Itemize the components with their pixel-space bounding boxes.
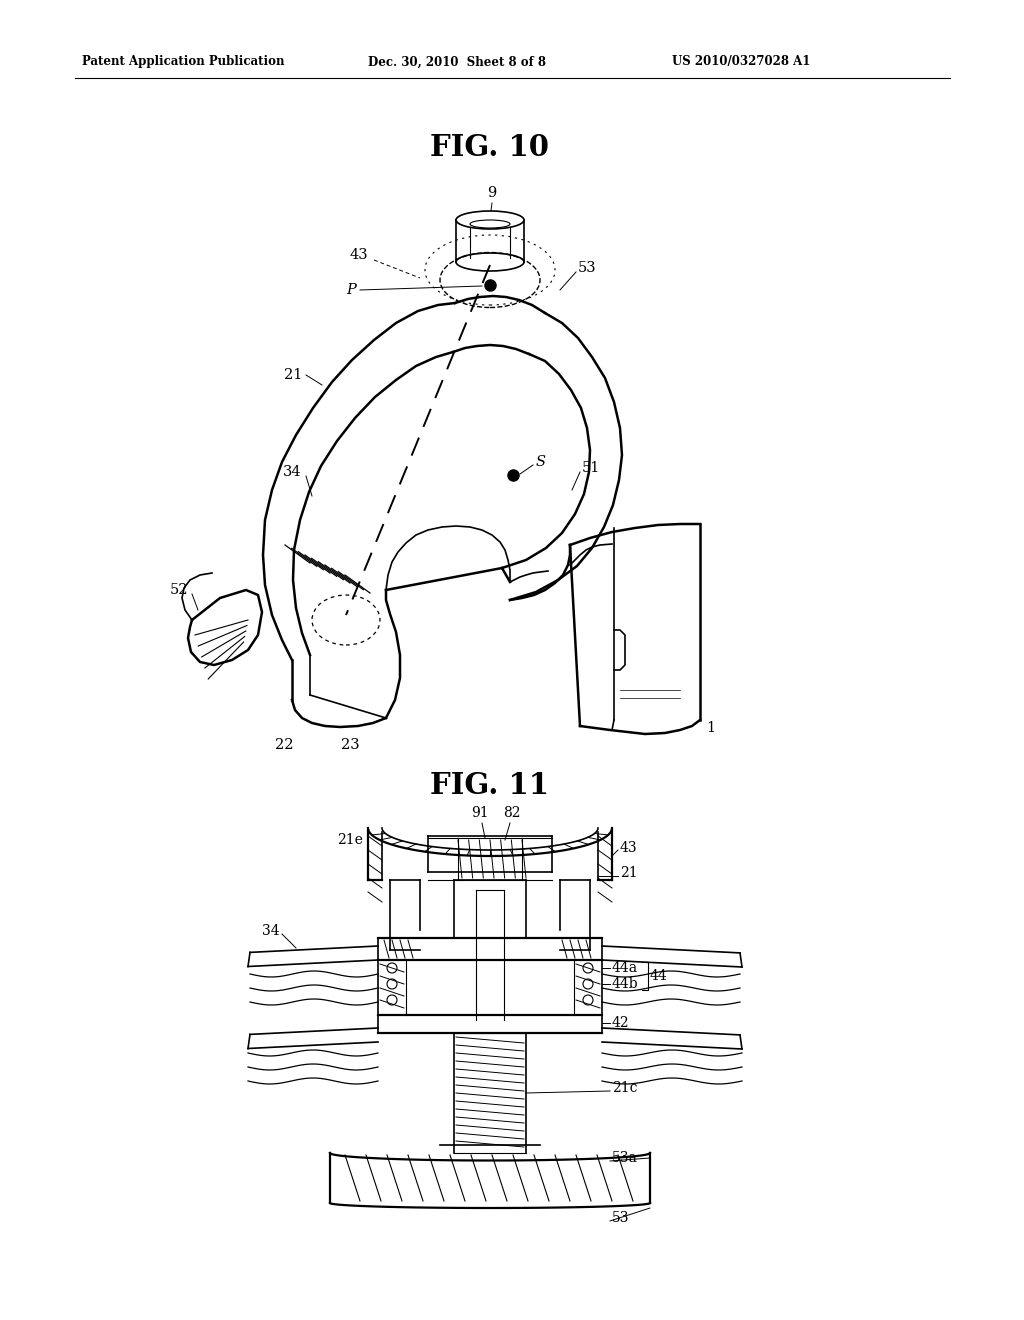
Text: 53: 53 [612,1210,630,1225]
Text: 21: 21 [284,368,302,381]
Text: 91: 91 [471,807,488,820]
Text: FIG. 11: FIG. 11 [430,771,550,800]
Text: 53a: 53a [612,1151,638,1166]
Text: 42: 42 [612,1016,630,1030]
Text: 21c: 21c [612,1081,638,1096]
Text: 43: 43 [349,248,368,261]
Circle shape [387,995,397,1005]
Text: 34: 34 [284,465,302,479]
Text: 9: 9 [487,186,497,201]
Ellipse shape [456,211,524,228]
Text: 43: 43 [620,841,638,855]
Text: 44: 44 [650,969,668,983]
Text: 82: 82 [503,807,521,820]
Text: 34: 34 [262,924,280,939]
Text: 44a: 44a [612,961,638,975]
Text: 21: 21 [620,866,638,880]
Text: 23: 23 [341,738,359,752]
Circle shape [583,995,593,1005]
Text: 22: 22 [274,738,293,752]
Text: 21e: 21e [337,833,362,847]
Text: 44b: 44b [612,977,639,991]
Text: FIG. 10: FIG. 10 [430,133,550,162]
Text: US 2010/0327028 A1: US 2010/0327028 A1 [672,55,810,69]
Circle shape [387,964,397,973]
Text: Patent Application Publication: Patent Application Publication [82,55,285,69]
Circle shape [387,979,397,989]
Text: 51: 51 [582,461,600,475]
Text: P: P [346,282,356,297]
Circle shape [583,964,593,973]
Text: 53: 53 [578,261,597,275]
Text: 52: 52 [170,583,188,597]
Text: 1: 1 [706,721,715,735]
Text: S: S [536,455,546,469]
Text: Dec. 30, 2010  Sheet 8 of 8: Dec. 30, 2010 Sheet 8 of 8 [368,55,546,69]
Circle shape [583,979,593,989]
